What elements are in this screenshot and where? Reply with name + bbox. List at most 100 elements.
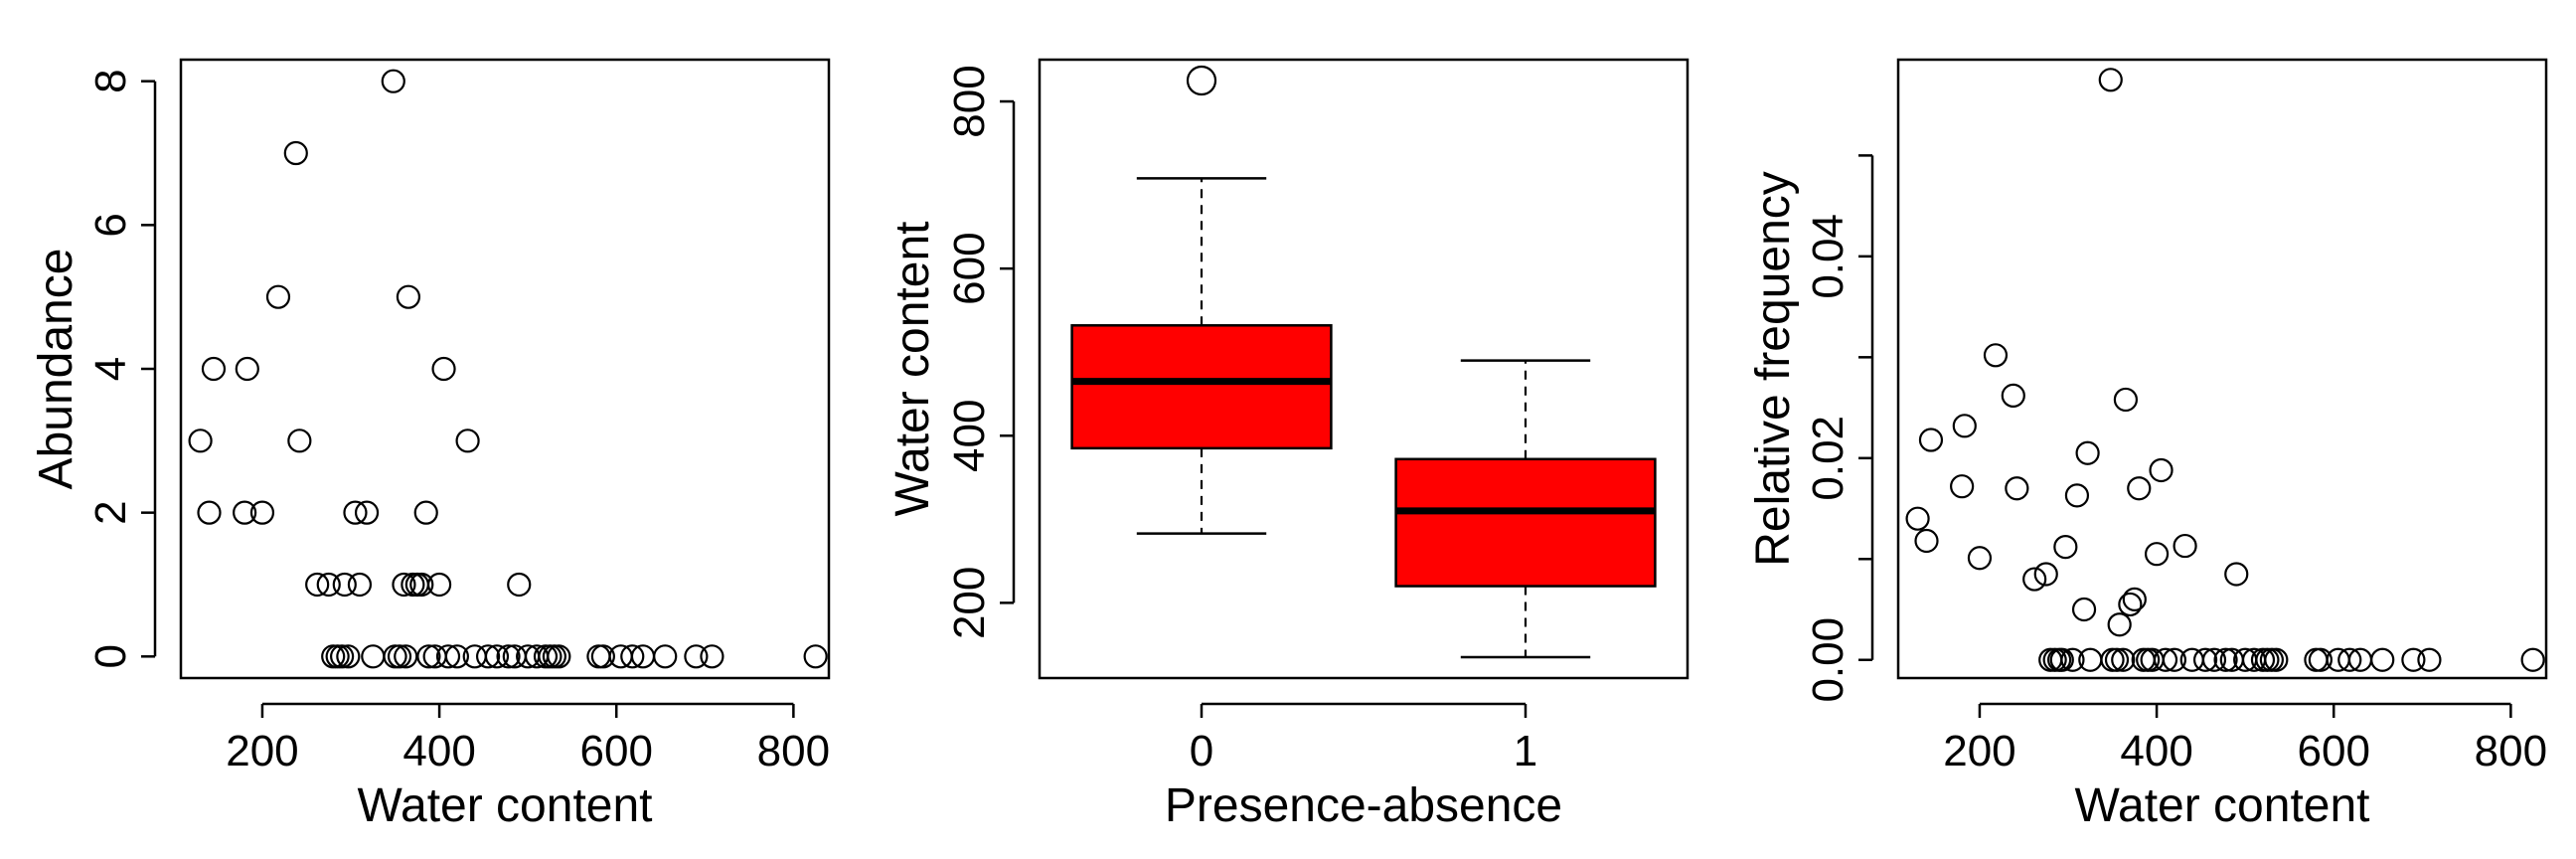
data-point [416,644,441,669]
data-point [2098,68,2123,92]
data-point [2201,647,2227,672]
data-point [2149,457,2174,483]
data-point [426,572,452,598]
data-point [484,644,510,669]
data-point [1950,474,1975,499]
marks [188,69,828,669]
data-point [2104,647,2130,672]
data-point [2053,534,2078,560]
data-point [249,500,275,525]
data-point [444,644,470,669]
x-tick-label: 600 [580,727,653,775]
data-point [2111,647,2136,672]
y-tick-label: 0 [86,644,135,668]
x-tick-label: 400 [2120,727,2192,775]
plot-frame [179,58,831,680]
data-point [409,572,434,598]
y-axis-title: Water content [886,221,939,516]
data-point [394,644,418,669]
y-tick-label: 0.04 [1804,214,1852,299]
data-point [2107,612,2132,637]
y-tick-label: 0.00 [1804,617,1852,703]
data-point [496,644,521,669]
data-point [2049,647,2074,672]
y-tick-label: 600 [945,232,994,304]
x-tick-label: 600 [2298,727,2370,775]
data-point [1967,546,1993,571]
y-tick-label: 8 [86,69,135,92]
data-point [2118,592,2143,617]
data-point [188,429,213,453]
data-point [2060,647,2085,672]
data-point [2173,533,2197,559]
data-point [547,644,571,669]
data-point [287,429,312,453]
data-point [2401,647,2426,672]
data-point [354,500,380,525]
y-axis: 0 2 4 6 8 [86,69,157,669]
data-point [586,644,611,669]
x-tick-label: 0 [1190,727,1213,775]
x-axis: 200 400 600 800 [1943,702,2547,775]
scatter-panel-relative-frequency: 200 400 600 800 0.000.020.04 Water content … [1747,58,2548,832]
data-point [2122,587,2147,611]
y-tick-label: 0.02 [1804,416,1852,501]
data-point [233,500,257,525]
data-point [381,69,405,93]
data-point [316,572,341,598]
x-tick-label: 200 [226,727,298,775]
data-point [620,644,645,669]
y-tick-label: 800 [945,65,994,137]
box-iqr [1394,457,1657,588]
data-point [2075,440,2100,465]
plot-frame [1896,58,2548,680]
data-point [2417,647,2442,672]
data-point [392,572,416,598]
y-axis-title: Relative frequency [1747,171,1800,567]
x-tick-label: 400 [402,727,475,775]
data-point [413,500,438,525]
data-point [2064,483,2090,508]
data-point [2192,647,2218,672]
data-point [2308,647,2333,672]
data-point [431,356,456,382]
y-axis: 200 400 600 800 [945,65,1016,639]
data-point [1918,428,1944,452]
data-point [283,140,308,166]
data-point [2113,387,2139,413]
x-axis-title: Water content [2074,779,2369,832]
y-axis-title: Abundance [30,249,82,490]
data-point [2033,562,2058,587]
data-point [2264,647,2289,672]
data-point [803,644,828,669]
data-point [2127,476,2152,501]
x-tick-label: 800 [2475,727,2547,775]
data-point [684,644,709,669]
y-tick-label: 2 [86,500,135,524]
data-point [361,644,386,669]
marks [1070,65,1657,659]
data-point [2005,476,2029,501]
box-iqr [1070,324,1333,450]
data-point [653,644,678,669]
data-point [2071,597,2097,622]
x-axis: 200 400 600 800 [226,702,830,775]
data-point [347,572,373,598]
data-point [2022,567,2047,592]
data-point [404,572,429,598]
data-point [336,644,361,669]
data-point [2520,647,2545,672]
data-point [2304,647,2329,672]
data-point [330,644,355,669]
x-axis-title: Water content [357,779,652,832]
data-point [201,356,227,382]
data-point [305,572,330,598]
data-point [1983,343,2009,368]
data-point [1952,414,1977,438]
data-point [2001,383,2025,408]
data-point [265,284,291,309]
data-point [396,284,421,309]
